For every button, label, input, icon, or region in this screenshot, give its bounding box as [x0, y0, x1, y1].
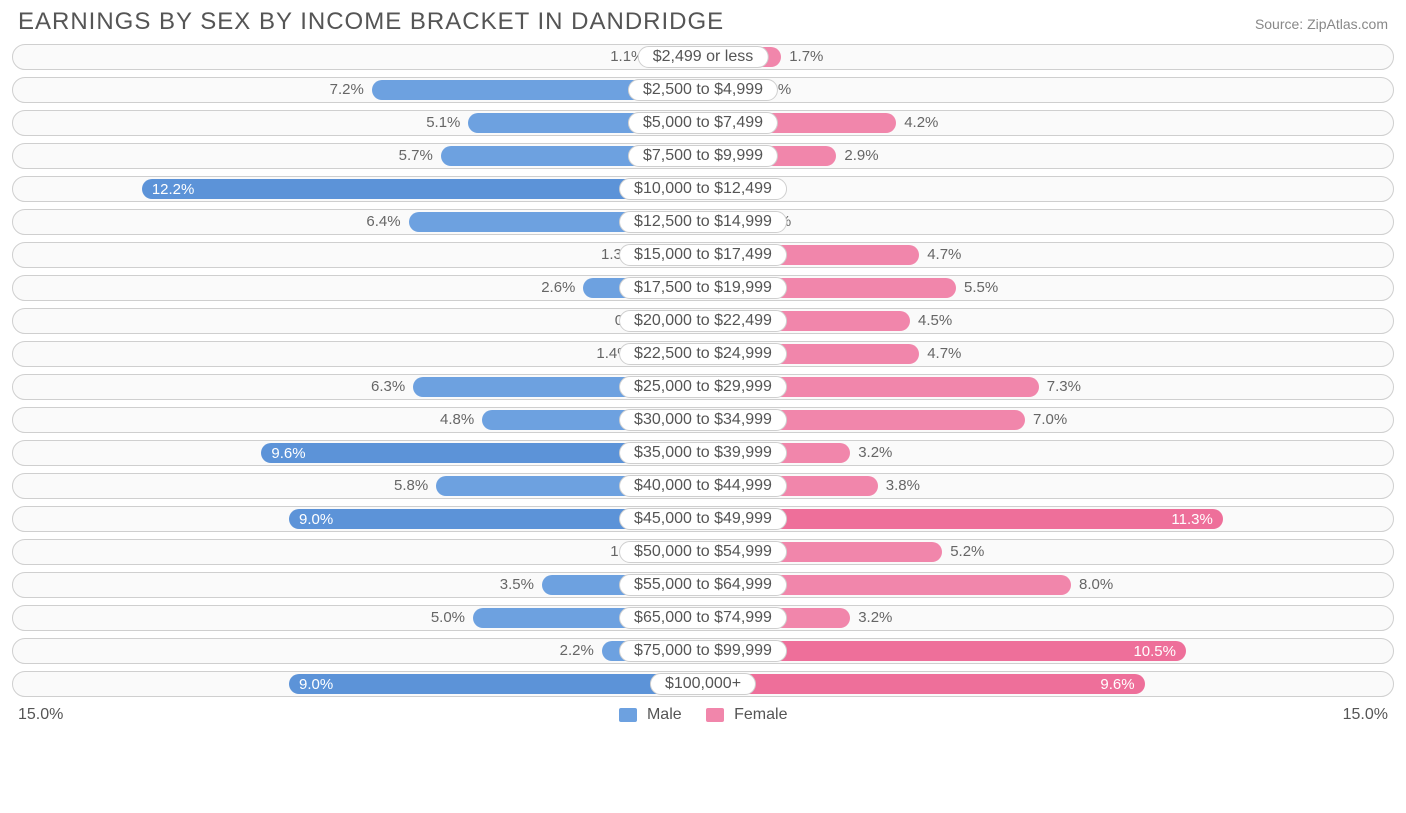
bar-row: 1.1%5.2%$50,000 to $54,999 [12, 539, 1394, 565]
male-value: 6.3% [371, 378, 405, 395]
male-value: 5.7% [399, 147, 433, 164]
chart-title: EARNINGS BY SEX BY INCOME BRACKET IN DAN… [18, 8, 724, 36]
bracket-label: $55,000 to $64,999 [619, 574, 787, 596]
legend-male-label: Male [647, 706, 682, 723]
bracket-label: $20,000 to $22,499 [619, 310, 787, 332]
legend: Male Female [619, 706, 788, 724]
bracket-label: $2,499 or less [638, 46, 769, 68]
bracket-label: $100,000+ [650, 673, 756, 695]
bracket-label: $10,000 to $12,499 [619, 178, 787, 200]
bracket-label: $2,500 to $4,999 [628, 79, 778, 101]
female-value: 3.2% [858, 609, 892, 626]
bracket-label: $35,000 to $39,999 [619, 442, 787, 464]
female-value: 7.0% [1033, 411, 1067, 428]
male-value: 4.8% [440, 411, 474, 428]
bracket-label: $5,000 to $7,499 [628, 112, 778, 134]
male-swatch-icon [619, 708, 637, 722]
bracket-label: $65,000 to $74,999 [619, 607, 787, 629]
male-bar: 9.0% [289, 674, 703, 694]
male-value: 7.2% [330, 81, 364, 98]
female-value: 4.5% [918, 312, 952, 329]
legend-male: Male [619, 706, 682, 724]
female-value: 3.8% [886, 477, 920, 494]
male-value: 5.8% [394, 477, 428, 494]
female-value: 9.6% [1090, 676, 1144, 693]
bracket-label: $45,000 to $49,999 [619, 508, 787, 530]
bar-row: 6.4%1.0%$12,500 to $14,999 [12, 209, 1394, 235]
female-value: 8.0% [1079, 576, 1113, 593]
bar-row: 4.8% 7.0% $30,000 to $34,999 [12, 407, 1394, 433]
bar-row: 1.3%4.7%$15,000 to $17,499 [12, 242, 1394, 268]
bar-row: 9.0% 11.3% $45,000 to $49,999 [12, 506, 1394, 532]
male-value: 9.6% [261, 445, 315, 462]
bar-row: 5.7% 2.9% $7,500 to $9,999 [12, 143, 1394, 169]
male-value: 2.2% [560, 642, 594, 659]
female-value: 5.2% [950, 543, 984, 560]
male-value: 5.0% [431, 609, 465, 626]
bracket-label: $12,500 to $14,999 [619, 211, 787, 233]
bracket-label: $75,000 to $99,999 [619, 640, 787, 662]
female-value: 1.7% [789, 48, 823, 65]
bar-row: 5.8% 3.8% $40,000 to $44,999 [12, 473, 1394, 499]
male-value: 3.5% [500, 576, 534, 593]
female-value: 4.7% [927, 246, 961, 263]
bar-row: 5.1% 4.2% $5,000 to $7,499 [12, 110, 1394, 136]
bar-row: 9.6% 3.2% $35,000 to $39,999 [12, 440, 1394, 466]
bracket-label: $50,000 to $54,999 [619, 541, 787, 563]
bar-row: 1.4%4.7%$22,500 to $24,999 [12, 341, 1394, 367]
female-value: 11.3% [1161, 511, 1222, 528]
legend-female: Female [706, 706, 788, 724]
female-value: 10.5% [1123, 643, 1186, 660]
bar-row: 7.2%1.0%$2,500 to $4,999 [12, 77, 1394, 103]
bracket-label: $7,500 to $9,999 [628, 145, 778, 167]
female-value: 7.3% [1047, 378, 1081, 395]
bar-row: 3.5% 8.0% $55,000 to $64,999 [12, 572, 1394, 598]
bracket-label: $25,000 to $29,999 [619, 376, 787, 398]
male-value: 2.6% [541, 279, 575, 296]
female-value: 5.5% [964, 279, 998, 296]
female-value: 2.9% [844, 147, 878, 164]
bar-row: 1.1%1.7%$2,499 or less [12, 44, 1394, 70]
male-value: 6.4% [366, 213, 400, 230]
bar-row: 2.2% 10.5% $75,000 to $99,999 [12, 638, 1394, 664]
female-swatch-icon [706, 708, 724, 722]
legend-female-label: Female [734, 706, 787, 723]
bracket-label: $40,000 to $44,999 [619, 475, 787, 497]
bracket-label: $17,500 to $19,999 [619, 277, 787, 299]
chart-area: 1.1%1.7%$2,499 or less7.2%1.0%$2,500 to … [0, 40, 1406, 697]
male-value: 5.1% [426, 114, 460, 131]
bar-row: 12.2%0.73%$10,000 to $12,499 [12, 176, 1394, 202]
bracket-label: $22,500 to $24,999 [619, 343, 787, 365]
bracket-label: $15,000 to $17,499 [619, 244, 787, 266]
source-label: Source: ZipAtlas.com [1255, 16, 1388, 32]
male-value: 9.0% [289, 676, 343, 693]
female-value: 4.7% [927, 345, 961, 362]
female-value: 4.2% [904, 114, 938, 131]
bar-row: 9.0% 9.6% $100,000+ [12, 671, 1394, 697]
female-bar: 9.6% [703, 674, 1145, 694]
bar-row: 5.0% 3.2% $65,000 to $74,999 [12, 605, 1394, 631]
bar-row: 6.3% 7.3% $25,000 to $29,999 [12, 374, 1394, 400]
bar-row: 0.82%4.5%$20,000 to $22,499 [12, 308, 1394, 334]
male-value: 9.0% [289, 511, 343, 528]
bar-row: 2.6% 5.5% $17,500 to $19,999 [12, 275, 1394, 301]
axis-right-label: 15.0% [1343, 706, 1388, 724]
female-value: 3.2% [858, 444, 892, 461]
axis-left-label: 15.0% [18, 706, 63, 724]
male-value: 12.2% [142, 181, 205, 198]
bracket-label: $30,000 to $34,999 [619, 409, 787, 431]
